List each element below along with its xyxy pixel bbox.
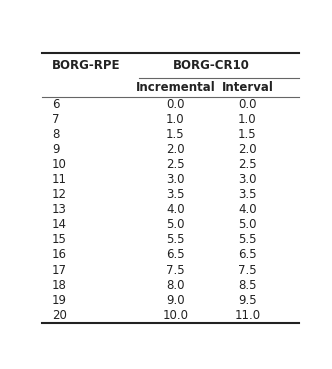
- Text: 6: 6: [52, 98, 59, 111]
- Text: 4.0: 4.0: [166, 203, 185, 216]
- Text: 2.5: 2.5: [166, 158, 185, 171]
- Text: 3.5: 3.5: [238, 188, 257, 201]
- Text: 19: 19: [52, 294, 67, 307]
- Text: 8.0: 8.0: [166, 279, 185, 292]
- Text: 11.0: 11.0: [234, 309, 260, 322]
- Text: 17: 17: [52, 263, 67, 276]
- Text: 10: 10: [52, 158, 67, 171]
- Text: 7.5: 7.5: [166, 263, 185, 276]
- Text: 8.5: 8.5: [238, 279, 257, 292]
- Text: BORG-CR10: BORG-CR10: [173, 59, 250, 72]
- Text: 18: 18: [52, 279, 67, 292]
- Text: 15: 15: [52, 234, 67, 246]
- Text: 7.5: 7.5: [238, 263, 257, 276]
- Text: 7: 7: [52, 113, 59, 126]
- Text: 3.0: 3.0: [238, 173, 257, 186]
- Text: 14: 14: [52, 218, 67, 231]
- Text: 1.5: 1.5: [166, 128, 185, 141]
- Text: 0.0: 0.0: [238, 98, 257, 111]
- Text: 9.0: 9.0: [166, 294, 185, 307]
- Text: 5.5: 5.5: [166, 234, 185, 246]
- Text: 3.5: 3.5: [166, 188, 185, 201]
- Text: 8: 8: [52, 128, 59, 141]
- Text: 5.5: 5.5: [238, 234, 257, 246]
- Text: 2.0: 2.0: [238, 143, 257, 156]
- Text: 10.0: 10.0: [162, 309, 188, 322]
- Text: 9: 9: [52, 143, 59, 156]
- Text: Incremental: Incremental: [135, 81, 215, 94]
- Text: 6.5: 6.5: [238, 248, 257, 262]
- Text: 2.0: 2.0: [166, 143, 185, 156]
- Text: 9.5: 9.5: [238, 294, 257, 307]
- Text: 13: 13: [52, 203, 67, 216]
- Text: 2.5: 2.5: [238, 158, 257, 171]
- Text: 5.0: 5.0: [166, 218, 185, 231]
- Text: 3.0: 3.0: [166, 173, 185, 186]
- Text: 6.5: 6.5: [166, 248, 185, 262]
- Text: 4.0: 4.0: [238, 203, 257, 216]
- Text: 5.0: 5.0: [238, 218, 257, 231]
- Text: 1.5: 1.5: [238, 128, 257, 141]
- Text: 20: 20: [52, 309, 67, 322]
- Text: 0.0: 0.0: [166, 98, 185, 111]
- Text: 1.0: 1.0: [238, 113, 257, 126]
- Text: BORG-RPE: BORG-RPE: [52, 59, 120, 72]
- Text: 16: 16: [52, 248, 67, 262]
- Text: 1.0: 1.0: [166, 113, 185, 126]
- Text: 11: 11: [52, 173, 67, 186]
- Text: Interval: Interval: [221, 81, 273, 94]
- Text: 12: 12: [52, 188, 67, 201]
